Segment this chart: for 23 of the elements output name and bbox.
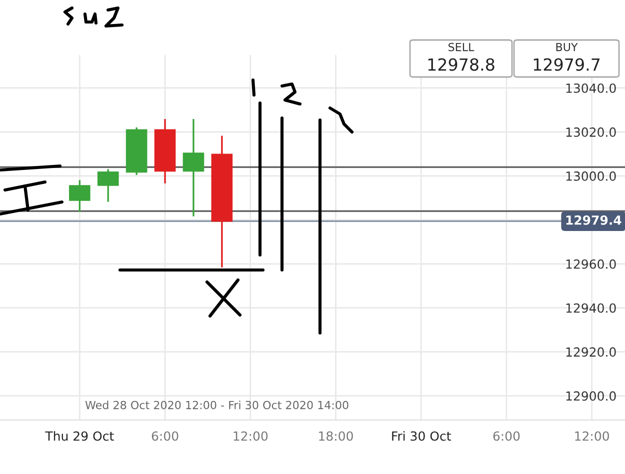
- x-tick-label: 12:00: [234, 431, 268, 441]
- annotation: Wed 28 Oct 2020 12:00 - Fri 30 Oct 2020 14:00: [85, 400, 348, 410]
- y-tick-label: 12940.0: [566, 303, 616, 313]
- y-tick-label: 12920.0: [566, 347, 616, 357]
- y-tick-label: 13040.0: [566, 83, 616, 93]
- annotation: 12978.8: [428, 58, 494, 71]
- x-tick-label: 18:00: [319, 431, 353, 441]
- x-tick-label: 6:00: [152, 431, 178, 441]
- y-tick-label: 12900.0: [566, 391, 616, 401]
- text: BUY: [556, 42, 578, 52]
- x-tick-label: 6:00: [493, 431, 520, 441]
- candlestick: [69, 180, 90, 212]
- x-tick-label: Thu 29 Oct: [45, 431, 114, 441]
- x-tick-label: Fri 30 Oct: [392, 431, 451, 441]
- candlestick: [182, 119, 204, 216]
- ref-line-label: 12979.4: [566, 215, 622, 225]
- candlestick: [97, 169, 119, 202]
- y-tick-label: 13020.0: [566, 127, 616, 137]
- annotation: 12979.7: [534, 58, 600, 71]
- y-tick-label: 12960.0: [566, 259, 616, 269]
- text: SELL: [448, 42, 474, 52]
- y-tick-label: 13000.0: [566, 171, 616, 181]
- x-tick-label: 12:00: [575, 431, 609, 441]
